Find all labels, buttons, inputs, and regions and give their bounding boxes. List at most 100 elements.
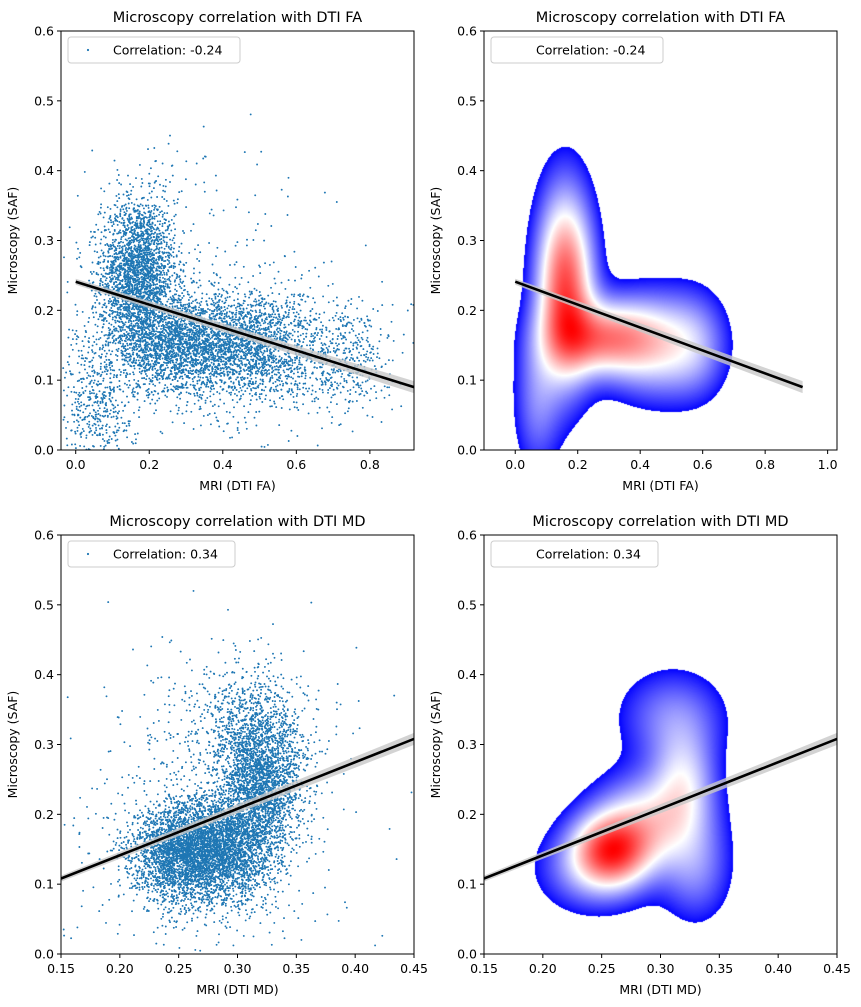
data-point (83, 364, 86, 367)
data-point (118, 266, 121, 269)
data-point (133, 244, 136, 247)
data-point (200, 369, 203, 372)
data-point (130, 189, 133, 192)
data-point (92, 270, 95, 273)
data-point (199, 405, 202, 408)
data-point (158, 343, 161, 345)
data-point (138, 260, 141, 262)
data-point (217, 350, 220, 353)
data-point (98, 354, 101, 357)
data-point (117, 347, 120, 350)
data-point (125, 251, 128, 253)
data-point (150, 316, 152, 319)
data-point (179, 323, 182, 326)
data-point (209, 375, 212, 378)
data-point (103, 225, 106, 228)
data-point (143, 266, 146, 269)
data-point (156, 233, 159, 236)
data-point (109, 280, 112, 283)
data-point (100, 330, 103, 333)
data-point (169, 265, 172, 268)
data-point (154, 231, 157, 234)
data-point (115, 339, 118, 342)
data-point (203, 327, 206, 330)
data-point (151, 376, 154, 379)
data-point (119, 255, 122, 258)
data-point (93, 231, 96, 233)
data-point (76, 362, 79, 365)
data-point (113, 305, 116, 307)
data-point (113, 203, 116, 206)
data-point (208, 373, 211, 375)
data-point (129, 262, 132, 265)
data-point (170, 388, 173, 391)
data-point (160, 325, 163, 327)
data-point (153, 208, 156, 211)
data-point (148, 393, 151, 396)
data-point (168, 377, 171, 380)
data-point (193, 347, 196, 350)
data-point (132, 291, 135, 294)
data-point (200, 349, 203, 352)
data-point (171, 320, 174, 323)
data-point (144, 354, 147, 357)
data-point (126, 342, 129, 345)
data-point (102, 235, 105, 238)
data-point (124, 268, 127, 271)
data-point (136, 289, 139, 292)
data-point (170, 246, 173, 249)
data-point (152, 323, 155, 326)
data-point (133, 364, 136, 367)
data-point (262, 305, 265, 308)
data-point (161, 302, 164, 305)
data-point (130, 332, 133, 335)
data-point (151, 263, 154, 266)
data-point (186, 290, 189, 293)
data-point (201, 334, 204, 336)
data-point (137, 325, 140, 327)
data-point (193, 280, 195, 283)
data-point (155, 330, 158, 333)
data-point (130, 322, 133, 325)
data-point (130, 365, 133, 368)
data-point (160, 259, 163, 262)
data-point (147, 293, 150, 296)
data-point (128, 284, 131, 287)
data-point (105, 340, 108, 343)
data-point (137, 409, 140, 412)
data-point (142, 351, 145, 354)
data-point (123, 211, 126, 214)
data-point (122, 230, 125, 232)
data-point (145, 283, 148, 286)
data-point (118, 182, 121, 185)
data-point (166, 390, 169, 393)
data-point (140, 269, 143, 272)
data-point (112, 340, 115, 343)
data-point (172, 247, 175, 250)
data-point (243, 416, 246, 419)
data-point (161, 315, 164, 318)
data-point (108, 272, 111, 275)
data-point (108, 329, 111, 332)
data-point (103, 334, 106, 337)
data-point (135, 217, 138, 220)
data-point (149, 250, 152, 253)
data-point (148, 192, 151, 195)
data-point (112, 260, 115, 262)
data-point (149, 271, 152, 274)
data-point (152, 356, 155, 359)
data-point (188, 376, 191, 379)
data-point (164, 384, 167, 387)
data-point (125, 275, 128, 278)
data-point (115, 247, 118, 250)
data-point (118, 242, 121, 245)
data-point (112, 301, 115, 304)
data-point (148, 315, 151, 318)
data-point (166, 286, 169, 289)
data-point (181, 383, 184, 386)
data-point (169, 290, 172, 293)
data-point (157, 258, 160, 261)
data-point (136, 276, 139, 279)
data-point (176, 274, 179, 276)
data-point (99, 261, 102, 264)
